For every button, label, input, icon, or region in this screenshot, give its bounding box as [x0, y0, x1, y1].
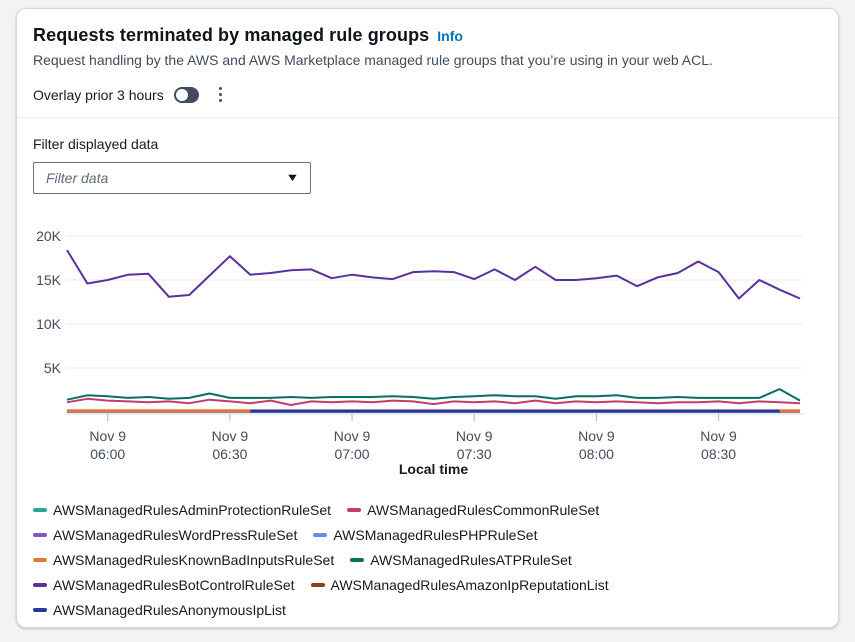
svg-text:Nov 9: Nov 9 [334, 428, 371, 444]
chevron-down-icon: ▼ [285, 172, 300, 184]
svg-text:08:30: 08:30 [701, 446, 736, 462]
legend-swatch [313, 533, 328, 537]
info-link[interactable]: Info [437, 28, 463, 44]
panel-body: Filter displayed data Filter data ▼ 20K 1… [17, 118, 838, 627]
kebab-menu-icon[interactable] [213, 84, 228, 105]
legend-swatch [350, 558, 365, 562]
svg-text:Nov 9: Nov 9 [578, 428, 615, 444]
legend-item[interactable]: AWSManagedRulesCommonRuleSet [347, 500, 599, 520]
legend-label: AWSManagedRulesPHPRuleSet [333, 527, 538, 543]
legend-swatch [310, 583, 325, 587]
legend-label: AWSManagedRulesAmazonIpReputationList [330, 577, 609, 593]
legend-label: AWSManagedRulesATPRuleSet [370, 552, 572, 568]
svg-text:Nov 9: Nov 9 [700, 428, 737, 444]
svg-text:07:30: 07:30 [457, 446, 492, 462]
requests-terminated-panel: Requests terminated by managed rule grou… [16, 8, 839, 628]
svg-text:20K: 20K [36, 228, 62, 244]
panel-header: Requests terminated by managed rule grou… [17, 9, 838, 117]
overlay-toggle-label: Overlay prior 3 hours [33, 86, 164, 103]
svg-text:08:00: 08:00 [579, 446, 614, 462]
svg-text:5K: 5K [44, 360, 62, 376]
page-title: Requests terminated by managed rule grou… [33, 25, 430, 45]
legend-swatch [33, 558, 47, 562]
legend-swatch [33, 508, 47, 512]
legend-item[interactable]: AWSManagedRulesKnownBadInputsRuleSet [33, 550, 334, 570]
svg-text:10K: 10K [36, 316, 62, 332]
svg-text:06:00: 06:00 [90, 446, 125, 462]
dropdown-placeholder: Filter data [46, 170, 109, 186]
legend-label: AWSManagedRulesKnownBadInputsRuleSet [53, 552, 335, 568]
chart-legend: AWSManagedRulesAdminProtectionRuleSet AWS… [33, 500, 813, 620]
legend-item[interactable]: AWSManagedRulesPHPRuleSet [313, 525, 537, 545]
overlay-toggle[interactable] [173, 86, 199, 103]
toggle-knob [175, 88, 188, 101]
legend-item[interactable]: AWSManagedRulesATPRuleSet [350, 550, 572, 570]
chart-svg: 20K 15K 10K 5K Nov 9 06:00 Nov 9 06:30 Nov 9 07:0… [36, 228, 803, 476]
panel-description: Request handling by the AWS and AWS Mark… [33, 52, 713, 68]
svg-text:Nov 9: Nov 9 [212, 428, 249, 444]
legend-item[interactable]: AWSManagedRulesAdminProtectionRuleSet [33, 500, 331, 520]
svg-text:07:00: 07:00 [335, 446, 370, 462]
svg-text:Nov 9: Nov 9 [456, 428, 493, 444]
legend-label: AWSManagedRulesCommonRuleSet [367, 502, 600, 518]
line-chart[interactable]: 20K 15K 10K 5K Nov 9 06:00 Nov 9 06:30 Nov 9 07:0… [33, 212, 822, 476]
svg-text:Nov 9: Nov 9 [89, 428, 126, 444]
legend-label: AWSManagedRulesBotControlRuleSet [53, 577, 295, 593]
legend-item[interactable]: AWSManagedRulesAnonymousIpList [33, 600, 286, 620]
filter-data-dropdown[interactable]: Filter data ▼ [33, 162, 311, 194]
header-divider [17, 117, 838, 118]
svg-text:06:30: 06:30 [212, 446, 247, 462]
legend-label: AWSManagedRulesAdminProtectionRuleSet [53, 502, 332, 518]
filter-label: Filter displayed data [33, 136, 159, 152]
legend-item[interactable]: AWSManagedRulesBotControlRuleSet [33, 575, 295, 595]
legend-label: AWSManagedRulesWordPressRuleSet [53, 527, 298, 543]
svg-text:15K: 15K [36, 272, 62, 288]
legend-swatch [33, 533, 47, 537]
legend-label: AWSManagedRulesAnonymousIpList [53, 602, 286, 618]
legend-item[interactable]: AWSManagedRulesWordPressRuleSet [33, 525, 297, 545]
legend-swatch [33, 608, 47, 612]
svg-text:Local time: Local time [399, 461, 468, 476]
legend-item[interactable]: AWSManagedRulesAmazonIpReputationList [310, 575, 609, 595]
legend-swatch [347, 508, 362, 512]
legend-swatch [33, 583, 47, 587]
